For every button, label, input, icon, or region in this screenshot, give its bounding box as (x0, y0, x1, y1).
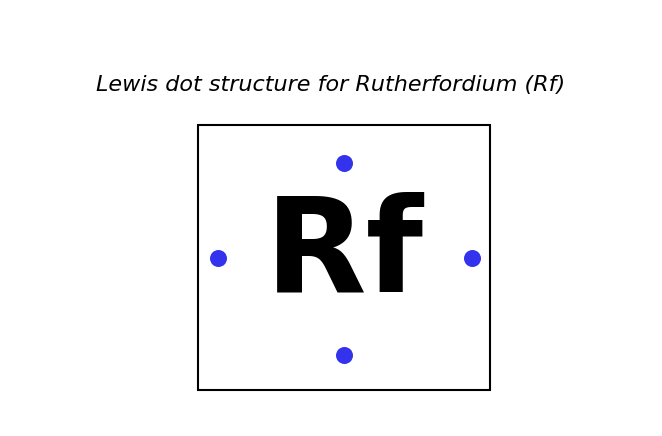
Point (339, 351, 350, 358)
Text: Rf: Rf (265, 191, 424, 319)
Point (339, 160, 350, 167)
Text: Lewis dot structure for Rutherfordium (Rf): Lewis dot structure for Rutherfordium (R… (97, 75, 565, 95)
Point (467, 255, 477, 262)
Bar (198, 125, 490, 390)
Point (213, 255, 223, 262)
